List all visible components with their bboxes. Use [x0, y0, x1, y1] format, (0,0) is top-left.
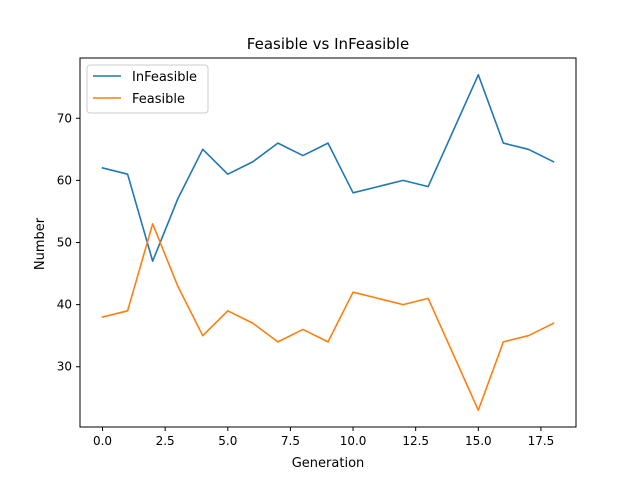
series-line-feasible [101, 223, 555, 412]
x-tick-label: 17.5 [528, 434, 555, 448]
y-tick-label: 30 [57, 360, 72, 374]
legend-box [86, 64, 209, 114]
legend: InFeasible Feasible [86, 64, 209, 114]
x-tick-label: 12.5 [402, 434, 429, 448]
plot-area [101, 73, 555, 412]
x-tick-label: 10.0 [340, 434, 367, 448]
chart-title: Feasible vs InFeasible [247, 35, 409, 53]
axis-ticks: 0.0 2.5 5.0 7.5 10.0 12.5 15.0 17.5 30 40 50 60 70 [57, 111, 555, 448]
x-tick-label: 0.0 [93, 434, 112, 448]
y-tick-label: 40 [57, 298, 72, 312]
x-tick-label: 5.0 [218, 434, 237, 448]
y-tick-label: 50 [57, 236, 72, 250]
y-axis-label: Number [33, 217, 48, 270]
legend-label: InFeasible [132, 70, 197, 85]
x-tick-label: 7.5 [281, 434, 300, 448]
y-tick-label: 70 [57, 111, 72, 125]
y-tick-label: 60 [57, 173, 72, 187]
legend-label: Feasible [132, 92, 185, 107]
series-line-infeasible [101, 73, 555, 262]
x-axis-label: Generation [292, 456, 365, 471]
x-tick-label: 2.5 [156, 434, 175, 448]
x-tick-label: 15.0 [465, 434, 492, 448]
